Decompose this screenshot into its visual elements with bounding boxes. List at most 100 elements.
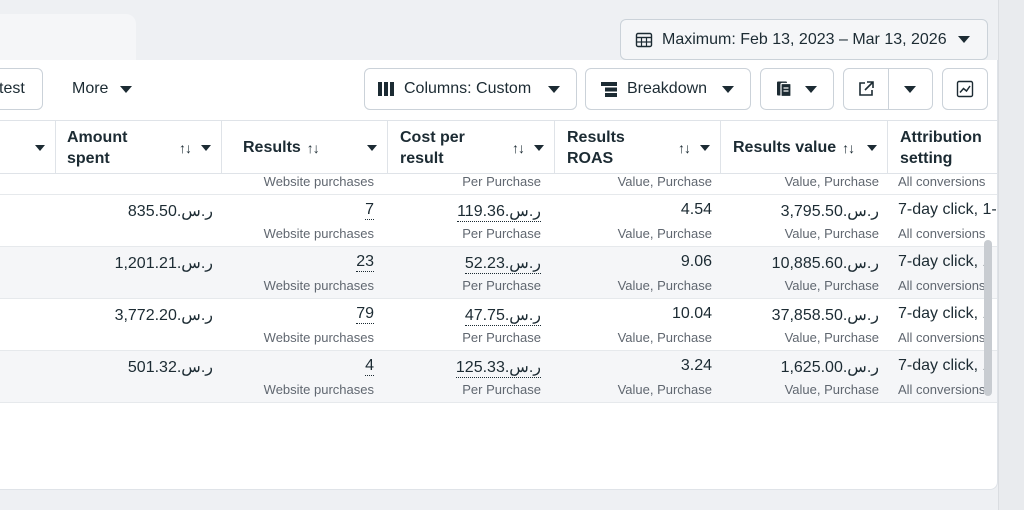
cost-sub: Per Purchase <box>462 278 541 293</box>
line-chart-icon <box>956 80 974 98</box>
results-value-link[interactable]: 7 <box>365 201 374 220</box>
results-value-link[interactable]: 4 <box>365 357 374 376</box>
cost-sub: Per Purchase <box>462 382 541 397</box>
cost-per-result-link[interactable]: 47.75.ر.س <box>464 307 541 326</box>
amount-spent-value: 1,201.21.ر.س <box>114 255 213 272</box>
column-header-label: spent <box>67 149 110 167</box>
amount-spent-value: 3,772.20.ر.س <box>114 307 213 324</box>
column-header-name[interactable] <box>0 121 56 174</box>
attribution-value: 7-day click, 1- <box>898 201 997 218</box>
results-value-amount: 3,795.50.ر.س <box>780 203 879 220</box>
more-button[interactable]: More <box>56 68 146 110</box>
results-value-amount: 1,625.00.ر.س <box>780 359 879 376</box>
column-header-label: Results <box>243 138 301 156</box>
roas-value: 10.04 <box>671 305 712 322</box>
column-header-label: Cost per <box>400 128 465 146</box>
breakdown-icon <box>601 82 617 97</box>
report-icon <box>777 81 792 98</box>
column-header-amount-spent[interactable]: Amount spent ↑↓ <box>56 121 222 174</box>
chevron-down-icon <box>958 36 970 43</box>
results-sub: Website purchases <box>263 382 374 397</box>
cost-per-result-link[interactable]: 119.36.ر.س <box>457 203 541 222</box>
column-header-label: Attribution <box>900 128 982 146</box>
breakdown-button[interactable]: Breakdown <box>585 68 751 110</box>
sort-icon[interactable]: ↑↓ <box>512 139 525 156</box>
sort-icon[interactable]: ↑↓ <box>306 139 320 156</box>
roas-sub: Value, Purchase <box>617 174 712 189</box>
chevron-down-icon <box>904 85 917 93</box>
column-header-results-value[interactable]: Results value ↑↓ <box>721 121 888 174</box>
value-sub: Value, Purchase <box>784 174 879 189</box>
ab-test-label: test <box>0 80 25 97</box>
chevron-down-icon <box>805 85 817 93</box>
table-row: 835.50.ر.س 7 Website purchases 119.36.ر.س… <box>0 195 997 247</box>
bottom-strip <box>0 490 998 510</box>
attribution-value: 7-day click, 1 <box>898 305 984 322</box>
results-value-link[interactable]: 79 <box>356 305 374 324</box>
column-header-label: Results <box>567 128 625 146</box>
chevron-down-icon[interactable] <box>367 144 377 151</box>
column-header-label: result <box>400 149 444 167</box>
chevron-down-icon <box>548 85 560 93</box>
attribution-sub: All conversions <box>898 330 984 345</box>
column-header-attribution[interactable]: Attribution setting <box>888 121 997 174</box>
value-sub: Value, Purchase <box>784 278 879 293</box>
ads-table-panel: test More Columns: Custom Breakdown <box>0 60 998 490</box>
amount-spent-value: 835.50.ر.س <box>127 203 213 220</box>
amount-spent-value: 501.32.ر.س <box>127 359 213 376</box>
roas-value: 9.06 <box>680 253 712 270</box>
roas-value: 3.24 <box>680 357 712 374</box>
attribution-sub: All conversions <box>898 382 984 397</box>
cost-sub: Per Purchase <box>462 226 541 241</box>
chevron-down-icon <box>35 144 45 151</box>
results-value-amount: 37,858.50.ر.س <box>771 307 879 324</box>
column-header-cost-per-result[interactable]: Cost per result ↑↓ <box>388 121 555 174</box>
roas-sub: Value, Purchase <box>617 226 712 241</box>
sort-icon[interactable]: ↑↓ <box>179 139 192 156</box>
charts-button[interactable] <box>942 68 988 110</box>
export-menu-button[interactable] <box>887 69 932 109</box>
table-row: 501.32.ر.س 4 Website purchases 125.33.ر.س… <box>0 351 997 403</box>
external-link-icon <box>859 81 874 96</box>
chevron-down-icon[interactable] <box>867 144 877 151</box>
results-value-amount: 10,885.60.ر.س <box>771 255 879 272</box>
column-header-label: ROAS <box>567 149 614 167</box>
table-header: Amount spent ↑↓ Results ↑↓ Cost per resu… <box>0 120 997 174</box>
chevron-down-icon[interactable] <box>534 144 544 151</box>
window-right-gutter <box>998 0 1024 510</box>
cost-sub: Per Purchase <box>462 174 541 189</box>
results-value-link[interactable]: 23 <box>356 253 374 272</box>
table-row: 1,201.21.ر.س 23 Website purchases 52.23.ر… <box>0 247 997 299</box>
column-header-results[interactable]: Results ↑↓ <box>222 121 388 174</box>
attribution-sub: All conversions <box>898 278 984 293</box>
export-button-group <box>843 68 933 110</box>
sort-icon[interactable]: ↑↓ <box>842 139 855 156</box>
cost-per-result-link[interactable]: 52.23.ر.س <box>464 255 541 274</box>
ab-test-button[interactable]: test <box>0 68 43 110</box>
value-sub: Value, Purchase <box>784 226 879 241</box>
chevron-down-icon <box>120 85 133 93</box>
roas-sub: Value, Purchase <box>617 330 712 345</box>
vertical-scrollbar[interactable] <box>984 240 992 396</box>
chevron-down-icon[interactable] <box>700 144 710 151</box>
table-row-partial: Website purchases Per Purchase Value, Pu… <box>0 174 997 195</box>
results-sub: Website purchases <box>263 330 374 345</box>
columns-button[interactable]: Columns: Custom <box>364 68 577 110</box>
column-header-results-roas[interactable]: Results ROAS ↑↓ <box>555 121 721 174</box>
table-row: 3,772.20.ر.س 79 Website purchases 47.75.ر… <box>0 299 997 351</box>
attribution-sub: All conversions <box>898 174 986 189</box>
column-header-label: Amount <box>67 128 128 146</box>
chevron-down-icon[interactable] <box>201 144 211 151</box>
column-header-label: Results value <box>733 138 837 156</box>
chevron-down-icon <box>722 85 734 93</box>
columns-label: Columns: Custom <box>404 80 532 97</box>
results-sub: Website purchases <box>263 226 374 241</box>
cost-per-result-link[interactable]: 125.33.ر.س <box>455 359 541 378</box>
sort-icon[interactable]: ↑↓ <box>678 139 691 156</box>
date-range-button[interactable]: Maximum: Feb 13, 2023 – Mar 13, 2026 <box>620 19 988 60</box>
columns-icon <box>378 82 394 96</box>
export-button[interactable] <box>844 69 888 109</box>
breakdown-label: Breakdown <box>627 80 708 97</box>
reports-button[interactable] <box>760 68 834 110</box>
roas-sub: Value, Purchase <box>617 278 712 293</box>
